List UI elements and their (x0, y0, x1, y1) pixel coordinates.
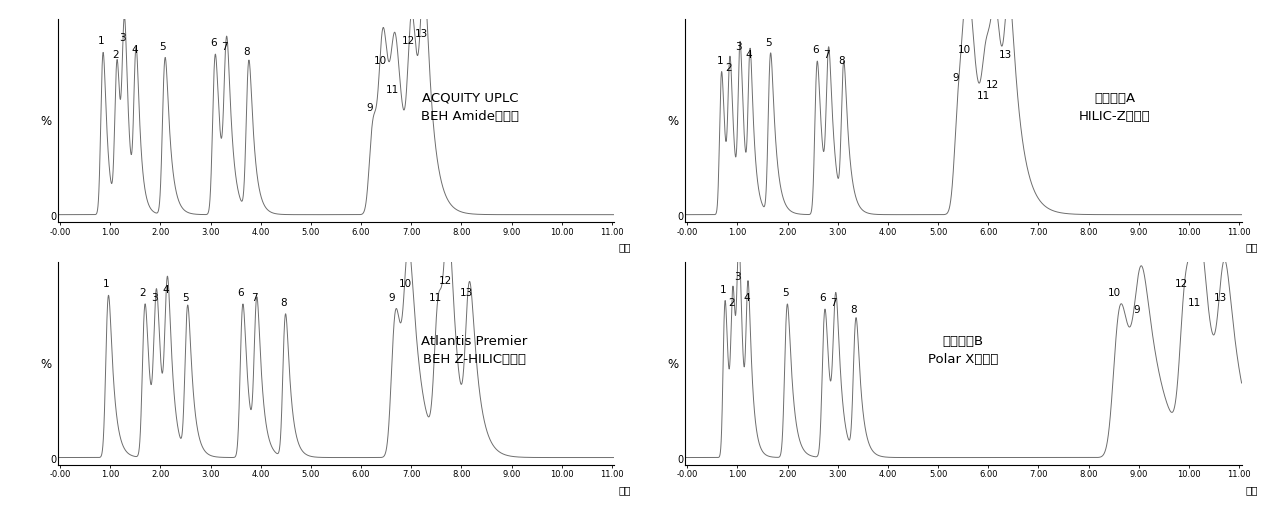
Text: 10: 10 (374, 56, 387, 66)
Text: 12: 12 (439, 275, 452, 285)
Text: 6: 6 (237, 287, 244, 297)
Text: 8: 8 (838, 56, 845, 66)
Text: 4: 4 (744, 293, 750, 302)
Text: 6: 6 (812, 45, 818, 55)
Text: 10: 10 (398, 279, 412, 289)
Text: 11: 11 (429, 293, 442, 302)
Text: 5: 5 (765, 38, 772, 48)
Text: 12: 12 (1175, 279, 1188, 289)
Text: 11: 11 (977, 90, 989, 100)
Text: 6: 6 (210, 38, 216, 48)
Y-axis label: %: % (41, 115, 51, 128)
Text: 2: 2 (728, 298, 735, 308)
Text: 12: 12 (402, 36, 416, 46)
Text: 3: 3 (735, 272, 741, 282)
Y-axis label: %: % (668, 357, 678, 370)
Y-axis label: %: % (41, 357, 51, 370)
Text: 2: 2 (140, 287, 146, 297)
Text: 9: 9 (389, 293, 396, 302)
Text: 3: 3 (151, 293, 157, 302)
Text: 时间: 时间 (618, 484, 631, 494)
Y-axis label: %: % (668, 115, 678, 128)
Text: 11: 11 (385, 85, 399, 95)
Text: Atlantis Premier
BEH Z-HILIC色谱柱: Atlantis Premier BEH Z-HILIC色谱柱 (421, 334, 527, 365)
Text: 3: 3 (119, 33, 127, 43)
Text: 7: 7 (831, 298, 837, 308)
Text: 时间: 时间 (618, 241, 631, 251)
Text: 13: 13 (1000, 50, 1012, 60)
Text: 7: 7 (221, 41, 228, 52)
Text: 1: 1 (717, 56, 723, 66)
Text: ACQUITY UPLC
BEH Amide色谱柱: ACQUITY UPLC BEH Amide色谱柱 (421, 92, 520, 123)
Text: 13: 13 (460, 287, 474, 297)
Text: 1: 1 (102, 279, 110, 289)
Text: 13: 13 (1213, 293, 1226, 302)
Text: 竞争厂商A
HILIC-Z色谱柱: 竞争厂商A HILIC-Z色谱柱 (1079, 92, 1151, 123)
Text: 4: 4 (131, 45, 138, 55)
Text: 6: 6 (819, 293, 826, 302)
Text: 2: 2 (726, 63, 732, 72)
Text: 5: 5 (160, 41, 166, 52)
Text: 1: 1 (721, 284, 727, 294)
Text: 9: 9 (952, 73, 959, 83)
Text: 3: 3 (735, 41, 742, 52)
Text: 时间: 时间 (1245, 241, 1258, 251)
Text: 竞争厂商B
Polar X色谱柱: 竞争厂商B Polar X色谱柱 (928, 334, 998, 365)
Text: 1: 1 (99, 36, 105, 46)
Text: 8: 8 (280, 298, 287, 308)
Text: 4: 4 (163, 284, 169, 294)
Text: 2: 2 (111, 50, 119, 60)
Text: 7: 7 (251, 293, 259, 302)
Text: 10: 10 (1108, 287, 1121, 297)
Text: 12: 12 (986, 80, 998, 90)
Text: 9: 9 (367, 103, 374, 113)
Text: 8: 8 (243, 47, 250, 57)
Text: 时间: 时间 (1245, 484, 1258, 494)
Text: 4: 4 (745, 50, 751, 60)
Text: 8: 8 (850, 305, 858, 315)
Text: 9: 9 (1133, 305, 1139, 315)
Text: 10: 10 (957, 45, 970, 55)
Text: 5: 5 (782, 287, 788, 297)
Text: 7: 7 (823, 50, 829, 60)
Text: 11: 11 (1188, 298, 1201, 308)
Text: 5: 5 (182, 293, 189, 302)
Text: 13: 13 (415, 29, 428, 39)
